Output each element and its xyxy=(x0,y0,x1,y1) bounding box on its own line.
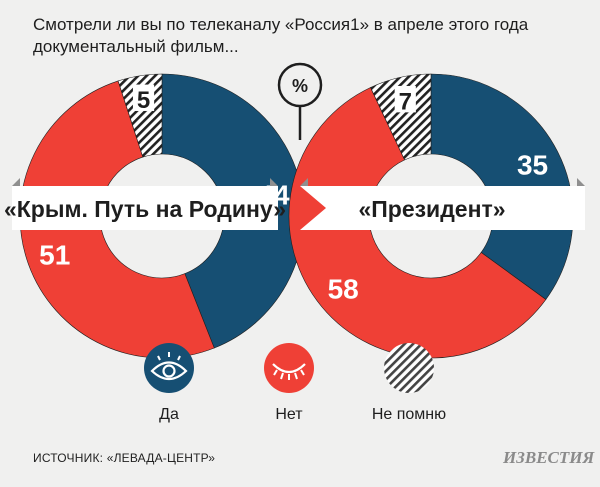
izvestia-logo: ИЗВЕСТИЯ xyxy=(503,448,595,467)
source-note: ИСТОЧНИК: «ЛЕВАДА-ЦЕНТР» xyxy=(33,451,216,465)
value-label-no: 58 xyxy=(328,274,359,305)
closed-eye-icon xyxy=(264,343,314,393)
unit-label: % xyxy=(292,76,308,96)
hatched-circle-icon xyxy=(384,343,434,393)
slice-no xyxy=(19,80,215,359)
value-label-yes: 35 xyxy=(517,149,548,180)
open-eye-icon xyxy=(144,343,194,393)
banner-prezident: «Президент» xyxy=(300,178,585,230)
chart-title: Смотрели ли вы по телеканалу «Россия1» в… xyxy=(33,15,529,56)
legend-yes-label: Да xyxy=(159,406,179,423)
percent-marker: % xyxy=(277,62,323,140)
slice-dontremember xyxy=(370,73,432,161)
value-label-no: 51 xyxy=(39,240,70,271)
banner-krym-label: «Крым. Путь на Родину» xyxy=(4,196,286,222)
value-label-bg xyxy=(394,85,416,113)
legend-no-label: Нет xyxy=(275,406,303,423)
value-label-dontremember: 5 xyxy=(137,87,150,114)
banner-krym: «Крым. Путь на Родину» xyxy=(4,178,286,230)
value-label-bg xyxy=(132,84,155,111)
banner-prezident-label: «Президент» xyxy=(358,196,505,222)
value-label-dontremember: 7 xyxy=(399,88,412,115)
legend-dontremember-label: Не помню xyxy=(371,406,447,423)
